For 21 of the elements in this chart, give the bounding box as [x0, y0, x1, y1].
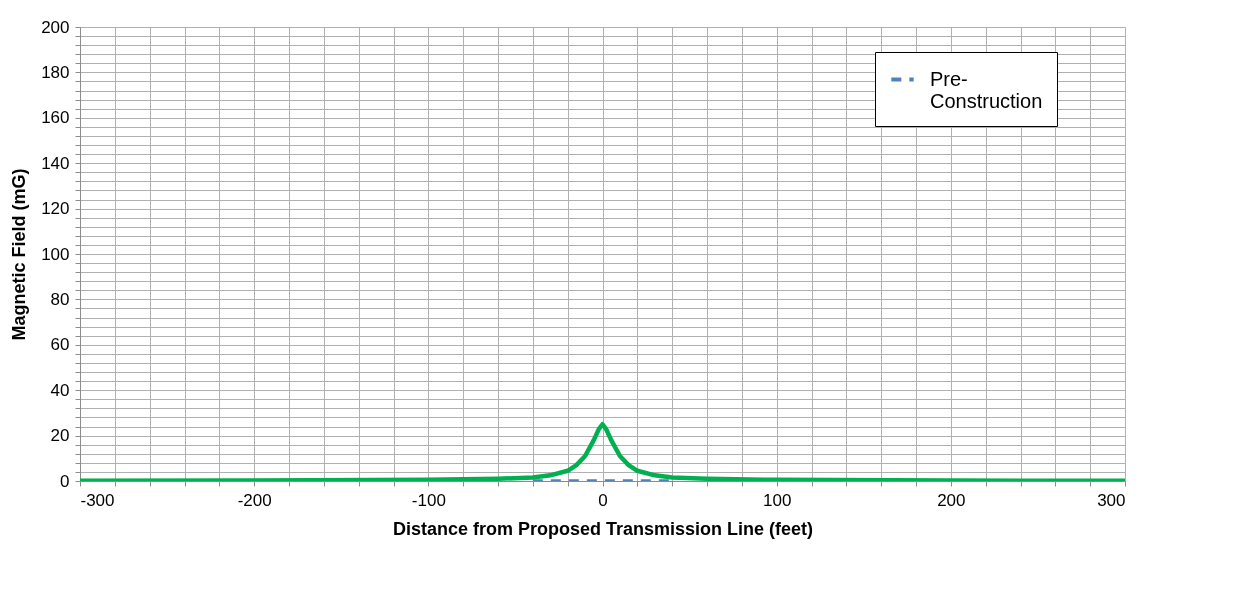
legend-label: Pre-Construction — [930, 67, 1043, 112]
y-tick-label: 60 — [50, 335, 70, 355]
y-tick-label: 140 — [41, 153, 70, 173]
x-tick-label: -200 — [237, 490, 272, 510]
y-tick-label: 80 — [50, 289, 70, 309]
x-tick-label: 300 — [1097, 490, 1126, 510]
y-tick-label: 180 — [41, 62, 70, 82]
y-axis-title: Magnetic Field (mG) — [9, 168, 30, 341]
y-tick-label: 40 — [50, 380, 70, 400]
x-tick-label: 200 — [937, 490, 966, 510]
x-tick-label: -100 — [411, 490, 446, 510]
y-tick-label: 0 — [60, 471, 70, 491]
y-tick-label: 20 — [50, 426, 70, 446]
x-tick-label: -300 — [80, 490, 115, 510]
x-tick-label: 0 — [598, 490, 608, 510]
y-tick-label: 200 — [41, 17, 70, 37]
y-tick-label: 160 — [41, 108, 70, 128]
y-tick-label: 120 — [41, 199, 70, 219]
x-axis-title: Distance from Proposed Transmission Line (feet) — [392, 518, 814, 539]
y-tick-label: 100 — [41, 244, 70, 264]
x-tick-label: 100 — [762, 490, 792, 510]
